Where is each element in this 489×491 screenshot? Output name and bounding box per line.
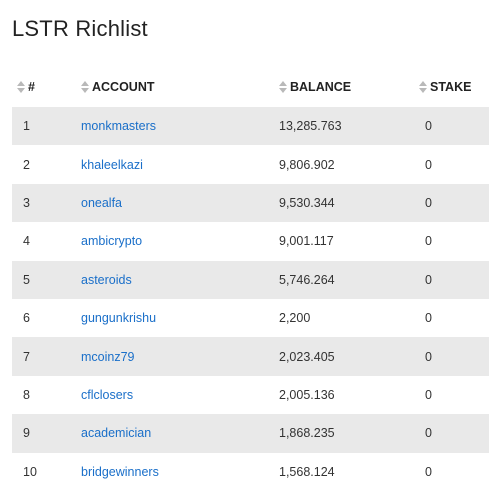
- table-row: 10 bridgewinners 1,568.124 0: [12, 452, 489, 491]
- rank-cell: 7: [12, 337, 70, 376]
- stake-cell: 0: [414, 183, 489, 223]
- account-cell: mcoinz79: [70, 337, 268, 376]
- rank-cell: 9: [12, 414, 70, 453]
- table-header: # ACCOUNT BALANCE STAKE: [12, 69, 489, 107]
- account-link[interactable]: monkmasters: [81, 119, 157, 134]
- stake-cell: 0: [414, 298, 489, 338]
- account-cell: academician: [70, 414, 268, 453]
- stake-cell: 0: [414, 145, 489, 184]
- balance-cell: 1,868.235: [268, 414, 414, 453]
- account-cell: khaleelkazi: [70, 145, 268, 184]
- stake-cell: 0: [414, 107, 489, 146]
- sort-icon: [279, 81, 287, 93]
- rank-cell: 5: [12, 260, 70, 299]
- table-row: 6 gungunkrishu 2,200 0: [12, 298, 489, 338]
- column-header-account-label: ACCOUNT: [92, 80, 155, 94]
- rank-cell: 3: [12, 183, 70, 223]
- table-row: 8 cflclosers 2,005.136 0: [12, 375, 489, 415]
- table-row: 9 academician 1,868.235 0: [12, 414, 489, 453]
- balance-cell: 5,746.264: [268, 260, 414, 299]
- account-link[interactable]: mcoinz79: [81, 349, 135, 364]
- column-header-balance[interactable]: BALANCE: [268, 69, 414, 107]
- column-header-stake[interactable]: STAKE: [414, 69, 489, 107]
- rank-cell: 1: [12, 107, 70, 146]
- table-row: 5 asteroids 5,746.264 0: [12, 260, 489, 299]
- column-header-stake-label: STAKE: [430, 80, 472, 94]
- table-header-row: # ACCOUNT BALANCE STAKE: [12, 69, 489, 107]
- balance-cell: 2,023.405: [268, 337, 414, 376]
- table-row: 1 monkmasters 13,285.763 0: [12, 107, 489, 146]
- table-row: 3 onealfa 9,530.344 0: [12, 183, 489, 223]
- account-cell: onealfa: [70, 183, 268, 223]
- balance-cell: 9,001.117: [268, 222, 414, 261]
- rank-cell: 4: [12, 222, 70, 261]
- balance-cell: 1,568.124: [268, 452, 414, 491]
- account-link[interactable]: gungunkrishu: [81, 311, 157, 326]
- richlist-table: # ACCOUNT BALANCE STAKE: [12, 69, 489, 491]
- page-title: LSTR Richlist: [12, 16, 148, 41]
- table-body: 1 monkmasters 13,285.763 0 2 khaleelkazi…: [12, 107, 489, 491]
- account-cell: gungunkrishu: [70, 298, 268, 338]
- sort-icon: [81, 81, 89, 93]
- stake-cell: 0: [414, 222, 489, 261]
- column-header-rank-label: #: [28, 80, 35, 94]
- column-header-balance-label: BALANCE: [290, 80, 352, 94]
- table-row: 7 mcoinz79 2,023.405 0: [12, 337, 489, 376]
- sort-icon: [419, 81, 427, 93]
- rank-cell: 10: [12, 452, 70, 491]
- account-cell: monkmasters: [70, 107, 268, 146]
- balance-cell: 2,200: [268, 298, 414, 338]
- account-link[interactable]: academician: [81, 426, 152, 441]
- balance-cell: 9,530.344: [268, 183, 414, 223]
- stake-cell: 0: [414, 375, 489, 415]
- account-link[interactable]: cflclosers: [81, 387, 134, 402]
- balance-cell: 9,806.902: [268, 145, 414, 184]
- column-header-rank[interactable]: #: [12, 69, 70, 107]
- account-cell: asteroids: [70, 260, 268, 299]
- stake-cell: 0: [414, 337, 489, 376]
- stake-cell: 0: [414, 260, 489, 299]
- account-link[interactable]: asteroids: [81, 272, 132, 287]
- account-link[interactable]: bridgewinners: [81, 464, 159, 479]
- account-link[interactable]: onealfa: [81, 195, 123, 210]
- sort-icon: [17, 81, 25, 93]
- column-header-account[interactable]: ACCOUNT: [70, 69, 268, 107]
- stake-cell: 0: [414, 414, 489, 453]
- account-link[interactable]: khaleelkazi: [81, 157, 143, 172]
- account-cell: cflclosers: [70, 375, 268, 415]
- account-link[interactable]: ambicrypto: [81, 234, 143, 249]
- stake-cell: 0: [414, 452, 489, 491]
- balance-cell: 2,005.136: [268, 375, 414, 415]
- table-row: 2 khaleelkazi 9,806.902 0: [12, 145, 489, 184]
- account-cell: ambicrypto: [70, 222, 268, 261]
- rank-cell: 6: [12, 298, 70, 338]
- rank-cell: 8: [12, 375, 70, 415]
- balance-cell: 13,285.763: [268, 107, 414, 146]
- rank-cell: 2: [12, 145, 70, 184]
- table-row: 4 ambicrypto 9,001.117 0: [12, 222, 489, 261]
- account-cell: bridgewinners: [70, 452, 268, 491]
